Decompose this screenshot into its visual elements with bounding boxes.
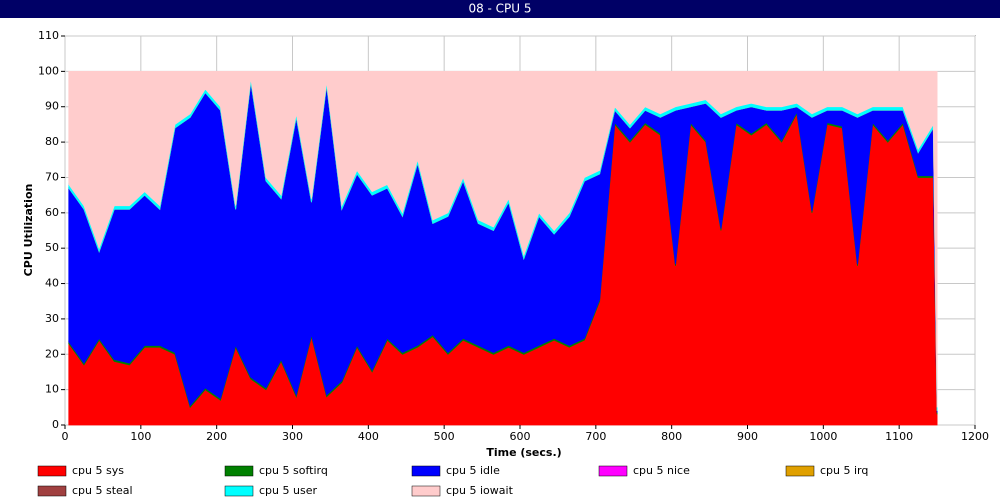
x-tick-label: 100	[130, 430, 151, 443]
y-tick-label: 0	[52, 418, 59, 431]
y-tick-label: 10	[45, 383, 59, 396]
legend-label: cpu 5 softirq	[259, 464, 328, 477]
legend-label: cpu 5 iowait	[446, 484, 514, 497]
legend-swatch	[37, 485, 67, 497]
x-tick-label: 200	[206, 430, 227, 443]
title-bar	[0, 0, 1000, 18]
x-tick-label: 1100	[885, 430, 913, 443]
y-tick-label: 90	[45, 100, 59, 113]
x-axis-title: Time (secs.)	[486, 446, 561, 459]
legend-swatch	[37, 465, 67, 477]
legend-swatch	[411, 465, 441, 477]
y-tick-label: 50	[45, 241, 59, 254]
legend-label: cpu 5 nice	[633, 464, 690, 477]
x-tick-label: 500	[434, 430, 455, 443]
legend-label: cpu 5 user	[259, 484, 317, 497]
x-tick-label: 800	[661, 430, 682, 443]
x-tick-label: 0	[62, 430, 69, 443]
y-tick-label: 40	[45, 277, 59, 290]
y-tick-label: 80	[45, 135, 59, 148]
x-tick-label: 300	[282, 430, 303, 443]
legend-label: cpu 5 irq	[820, 464, 868, 477]
legend-swatch	[224, 485, 254, 497]
y-tick-label: 20	[45, 347, 59, 360]
legend-swatch	[411, 485, 441, 497]
chart-title: 08 - CPU 5	[468, 2, 531, 16]
y-tick-label: 60	[45, 206, 59, 219]
area	[68, 70, 938, 408]
x-tick-label: 1000	[809, 430, 837, 443]
x-tick-label: 400	[358, 430, 379, 443]
legend-label: cpu 5 sys	[72, 464, 124, 477]
y-axis-title: CPU Utilization	[22, 184, 35, 277]
x-tick-label: 600	[510, 430, 531, 443]
x-tick-label: 900	[737, 430, 758, 443]
x-tick-label: 1200	[961, 430, 989, 443]
legend-label: cpu 5 idle	[446, 464, 500, 477]
legend-swatch	[224, 465, 254, 477]
y-tick-label: 110	[38, 29, 59, 42]
legend-label: cpu 5 steal	[72, 484, 133, 497]
legend-swatch	[598, 465, 628, 477]
y-tick-label: 100	[38, 64, 59, 77]
x-tick-label: 700	[585, 430, 606, 443]
y-tick-label: 70	[45, 170, 59, 183]
legend-swatch	[785, 465, 815, 477]
y-tick-label: 30	[45, 312, 59, 325]
